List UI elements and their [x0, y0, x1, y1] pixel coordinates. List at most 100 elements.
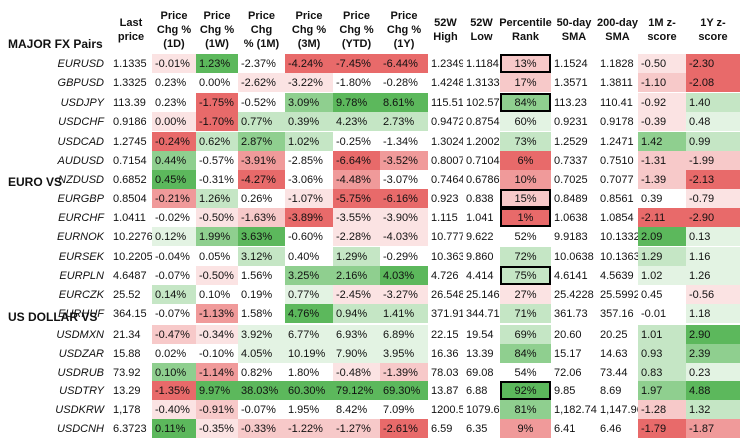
- value-cell: 15.88: [113, 347, 141, 360]
- value-cell: 1.2745: [113, 135, 147, 148]
- pair-label: EURCHF: [58, 211, 104, 224]
- value-cell: 14.63: [600, 347, 628, 360]
- value-cell: 1.1828: [600, 57, 634, 70]
- value-cell: -0.28%: [383, 76, 418, 89]
- value-cell: -0.04%: [155, 250, 190, 263]
- value-cell: 6.41: [554, 422, 576, 435]
- value-cell: 2.87%: [238, 132, 285, 151]
- value-cell: -0.40%: [152, 400, 196, 419]
- pair-label: EURCZK: [58, 288, 104, 301]
- value-cell: -2.85%: [288, 154, 323, 167]
- pair-label: USDKRW: [55, 403, 104, 416]
- value-cell: 0.19%: [241, 288, 273, 301]
- value-cell: 0.8561: [600, 192, 634, 205]
- value-cell: 13.87: [431, 384, 459, 397]
- value-cell: 0.48: [686, 112, 740, 131]
- value-cell: -3.89%: [285, 208, 333, 227]
- value-cell: -1.39: [638, 170, 686, 189]
- value-cell: 10.0638: [554, 250, 594, 263]
- value-cell: -0.07%: [155, 307, 190, 320]
- value-cell: -0.01: [641, 307, 667, 320]
- value-cell: 15.17: [554, 347, 582, 360]
- value-cell: 4.05%: [238, 344, 285, 363]
- value-cell: 25.146: [466, 288, 500, 301]
- value-cell: 4.76%: [285, 304, 333, 323]
- value-cell: 115.51: [431, 96, 463, 109]
- pair-label: USDCHF: [58, 115, 104, 128]
- value-cell: 1.2471: [600, 135, 634, 148]
- value-cell: -1.27%: [333, 419, 380, 438]
- value-cell: 0.9178: [600, 115, 634, 128]
- value-cell: 1.3571: [554, 76, 588, 89]
- value-cell: 1.02: [638, 266, 686, 285]
- value-cell: 3.92%: [238, 325, 285, 344]
- percentile-rank-cell: 27%: [500, 285, 551, 304]
- percentile-rank-cell: 9%: [500, 419, 551, 438]
- value-cell: 0.02%: [155, 347, 187, 360]
- value-cell: 4.414: [466, 269, 494, 282]
- value-cell: 19.54: [466, 328, 494, 341]
- column-header-9: 52W Low: [470, 17, 493, 43]
- value-cell: 1.99%: [196, 227, 238, 246]
- value-cell: 20.60: [554, 328, 582, 341]
- table-row: EURPLN 4.6487 -0.07% -0.50% 1.56% 3.25% 2.16% 4…: [0, 266, 750, 285]
- value-cell: 0.8504: [113, 192, 147, 205]
- value-cell: -1.34%: [383, 135, 418, 148]
- value-cell: 1.95%: [288, 403, 320, 416]
- value-cell: -0.02%: [155, 211, 190, 224]
- value-cell: 1.0854: [600, 211, 634, 224]
- value-cell: -0.21%: [152, 189, 196, 208]
- table-row: EURUSD 1.1335 -0.01% 1.23% -2.37% -4.24% -7.45…: [0, 54, 750, 73]
- section-title: US DOLLAR VS: [8, 310, 98, 324]
- value-cell: 7.90%: [333, 344, 380, 363]
- value-cell: 1.2349: [431, 57, 463, 70]
- value-cell: 69.08: [466, 366, 494, 379]
- percentile-rank-cell: 10%: [500, 170, 551, 189]
- value-cell: 0.23%: [155, 96, 187, 109]
- table-row: EURNOK 10.2276 0.12% 1.99% 3.63% -0.60% -2.28%…: [0, 227, 750, 246]
- value-cell: 1.2529: [554, 135, 588, 148]
- value-cell: 1.3024: [431, 135, 463, 148]
- column-header-12: 200-day SMA: [597, 17, 638, 43]
- value-cell: 364.15: [113, 307, 147, 320]
- value-cell: 2.09: [638, 227, 686, 246]
- value-cell: 6.93%: [333, 325, 380, 344]
- value-cell: 25.5992: [600, 288, 638, 301]
- value-cell: 2.16%: [333, 266, 380, 285]
- value-cell: -0.10%: [199, 347, 234, 360]
- column-header-13: 1M z- score: [647, 17, 677, 43]
- value-cell: 0.838: [466, 192, 494, 205]
- value-cell: 1.115: [431, 211, 458, 224]
- value-cell: 0.8754: [466, 115, 500, 128]
- value-cell: 6.35: [466, 422, 488, 435]
- value-cell: 8.69: [600, 384, 622, 397]
- pair-label: USDMXN: [56, 328, 104, 341]
- value-cell: -3.22%: [285, 73, 333, 92]
- value-cell: 357.16: [600, 307, 634, 320]
- value-cell: -1.14%: [196, 363, 238, 382]
- value-cell: -0.52%: [241, 96, 276, 109]
- value-cell: 0.7337: [554, 154, 588, 167]
- column-header-2: Price Chg % (1D): [156, 10, 192, 50]
- value-cell: -0.39: [638, 112, 686, 131]
- percentile-rank-cell: 69%: [500, 325, 551, 344]
- value-cell: 6.89%: [380, 325, 428, 344]
- value-cell: 69.30%: [380, 381, 428, 400]
- value-cell: 1.3811: [600, 76, 633, 89]
- value-cell: -1.99: [686, 151, 740, 170]
- percentile-rank-cell: 52%: [514, 230, 537, 243]
- value-cell: 0.10%: [152, 363, 196, 382]
- value-cell: 0.45: [641, 288, 663, 301]
- value-cell: 1.1524: [554, 57, 588, 70]
- column-header-1: Last price: [117, 17, 145, 43]
- value-cell: 0.8007: [431, 154, 463, 167]
- value-cell: 0.9472: [431, 115, 463, 128]
- value-cell: -1.07%: [285, 189, 333, 208]
- value-cell: 1079.66: [466, 403, 500, 416]
- value-cell: -0.25%: [336, 135, 371, 148]
- value-cell: 10.1332: [600, 230, 638, 243]
- value-cell: 8.61%: [380, 93, 428, 112]
- value-cell: 110.41: [600, 96, 633, 109]
- value-cell: 0.7464: [431, 173, 463, 186]
- value-cell: -3.52%: [380, 151, 428, 170]
